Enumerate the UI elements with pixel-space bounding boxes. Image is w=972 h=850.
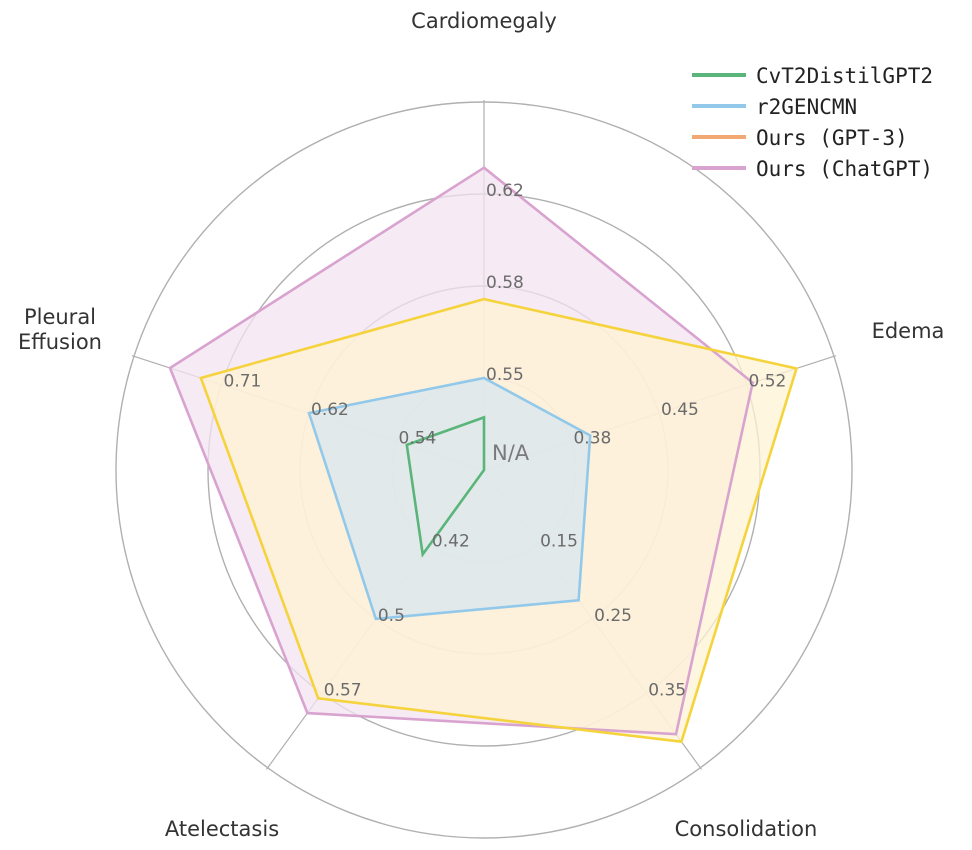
tick-label: 0.62 bbox=[311, 400, 349, 420]
tick-label: 0.54 bbox=[399, 429, 437, 449]
axis-label: Pleural Effusion bbox=[18, 305, 102, 354]
tick-label: 0.25 bbox=[594, 606, 632, 626]
tick-label: 0.15 bbox=[540, 531, 578, 551]
tick-label: 0.71 bbox=[224, 372, 262, 392]
legend-label: Ours (ChatGPT) bbox=[756, 157, 933, 181]
axis-label: Edema bbox=[872, 319, 945, 343]
tick-label: 0.52 bbox=[748, 372, 786, 392]
tick-label: 0.58 bbox=[486, 273, 524, 293]
series-line bbox=[307, 376, 592, 621]
series-line bbox=[199, 297, 799, 744]
tick-label: 0.55 bbox=[486, 365, 524, 385]
radar-series-areas bbox=[170, 167, 797, 742]
radar-series-lines bbox=[168, 166, 799, 744]
legend-label: Ours (GPT-3) bbox=[756, 126, 908, 150]
series-line bbox=[405, 415, 486, 558]
tick-label: 0.5 bbox=[378, 606, 405, 626]
tick-label: 0.38 bbox=[573, 429, 611, 449]
legend-label: CvT2DistilGPT2 bbox=[756, 64, 933, 88]
radar-labels: N/A 0.55 0.58 0.62 0.38 0.45 0.52 0.15 0.25 0.35 0… bbox=[18, 9, 944, 841]
tick-label: 0.62 bbox=[486, 181, 524, 201]
series-area bbox=[309, 378, 591, 619]
axis-label: Cardiomegaly bbox=[411, 9, 557, 33]
legend: CvT2DistilGPT2 r2GENCMN Ours (GPT-3) Ours (… bbox=[692, 64, 933, 181]
axis-label: Atelectasis bbox=[165, 817, 279, 841]
legend-label: r2GENCMN bbox=[756, 95, 857, 119]
center-label: N/A bbox=[492, 441, 530, 465]
series-line bbox=[168, 166, 755, 736]
tick-label: 0.35 bbox=[648, 680, 686, 700]
axis-label: Consolidation bbox=[675, 817, 818, 841]
tick-label: 0.45 bbox=[661, 400, 699, 420]
tick-label: 0.42 bbox=[432, 531, 470, 551]
tick-label: 0.57 bbox=[324, 680, 362, 700]
